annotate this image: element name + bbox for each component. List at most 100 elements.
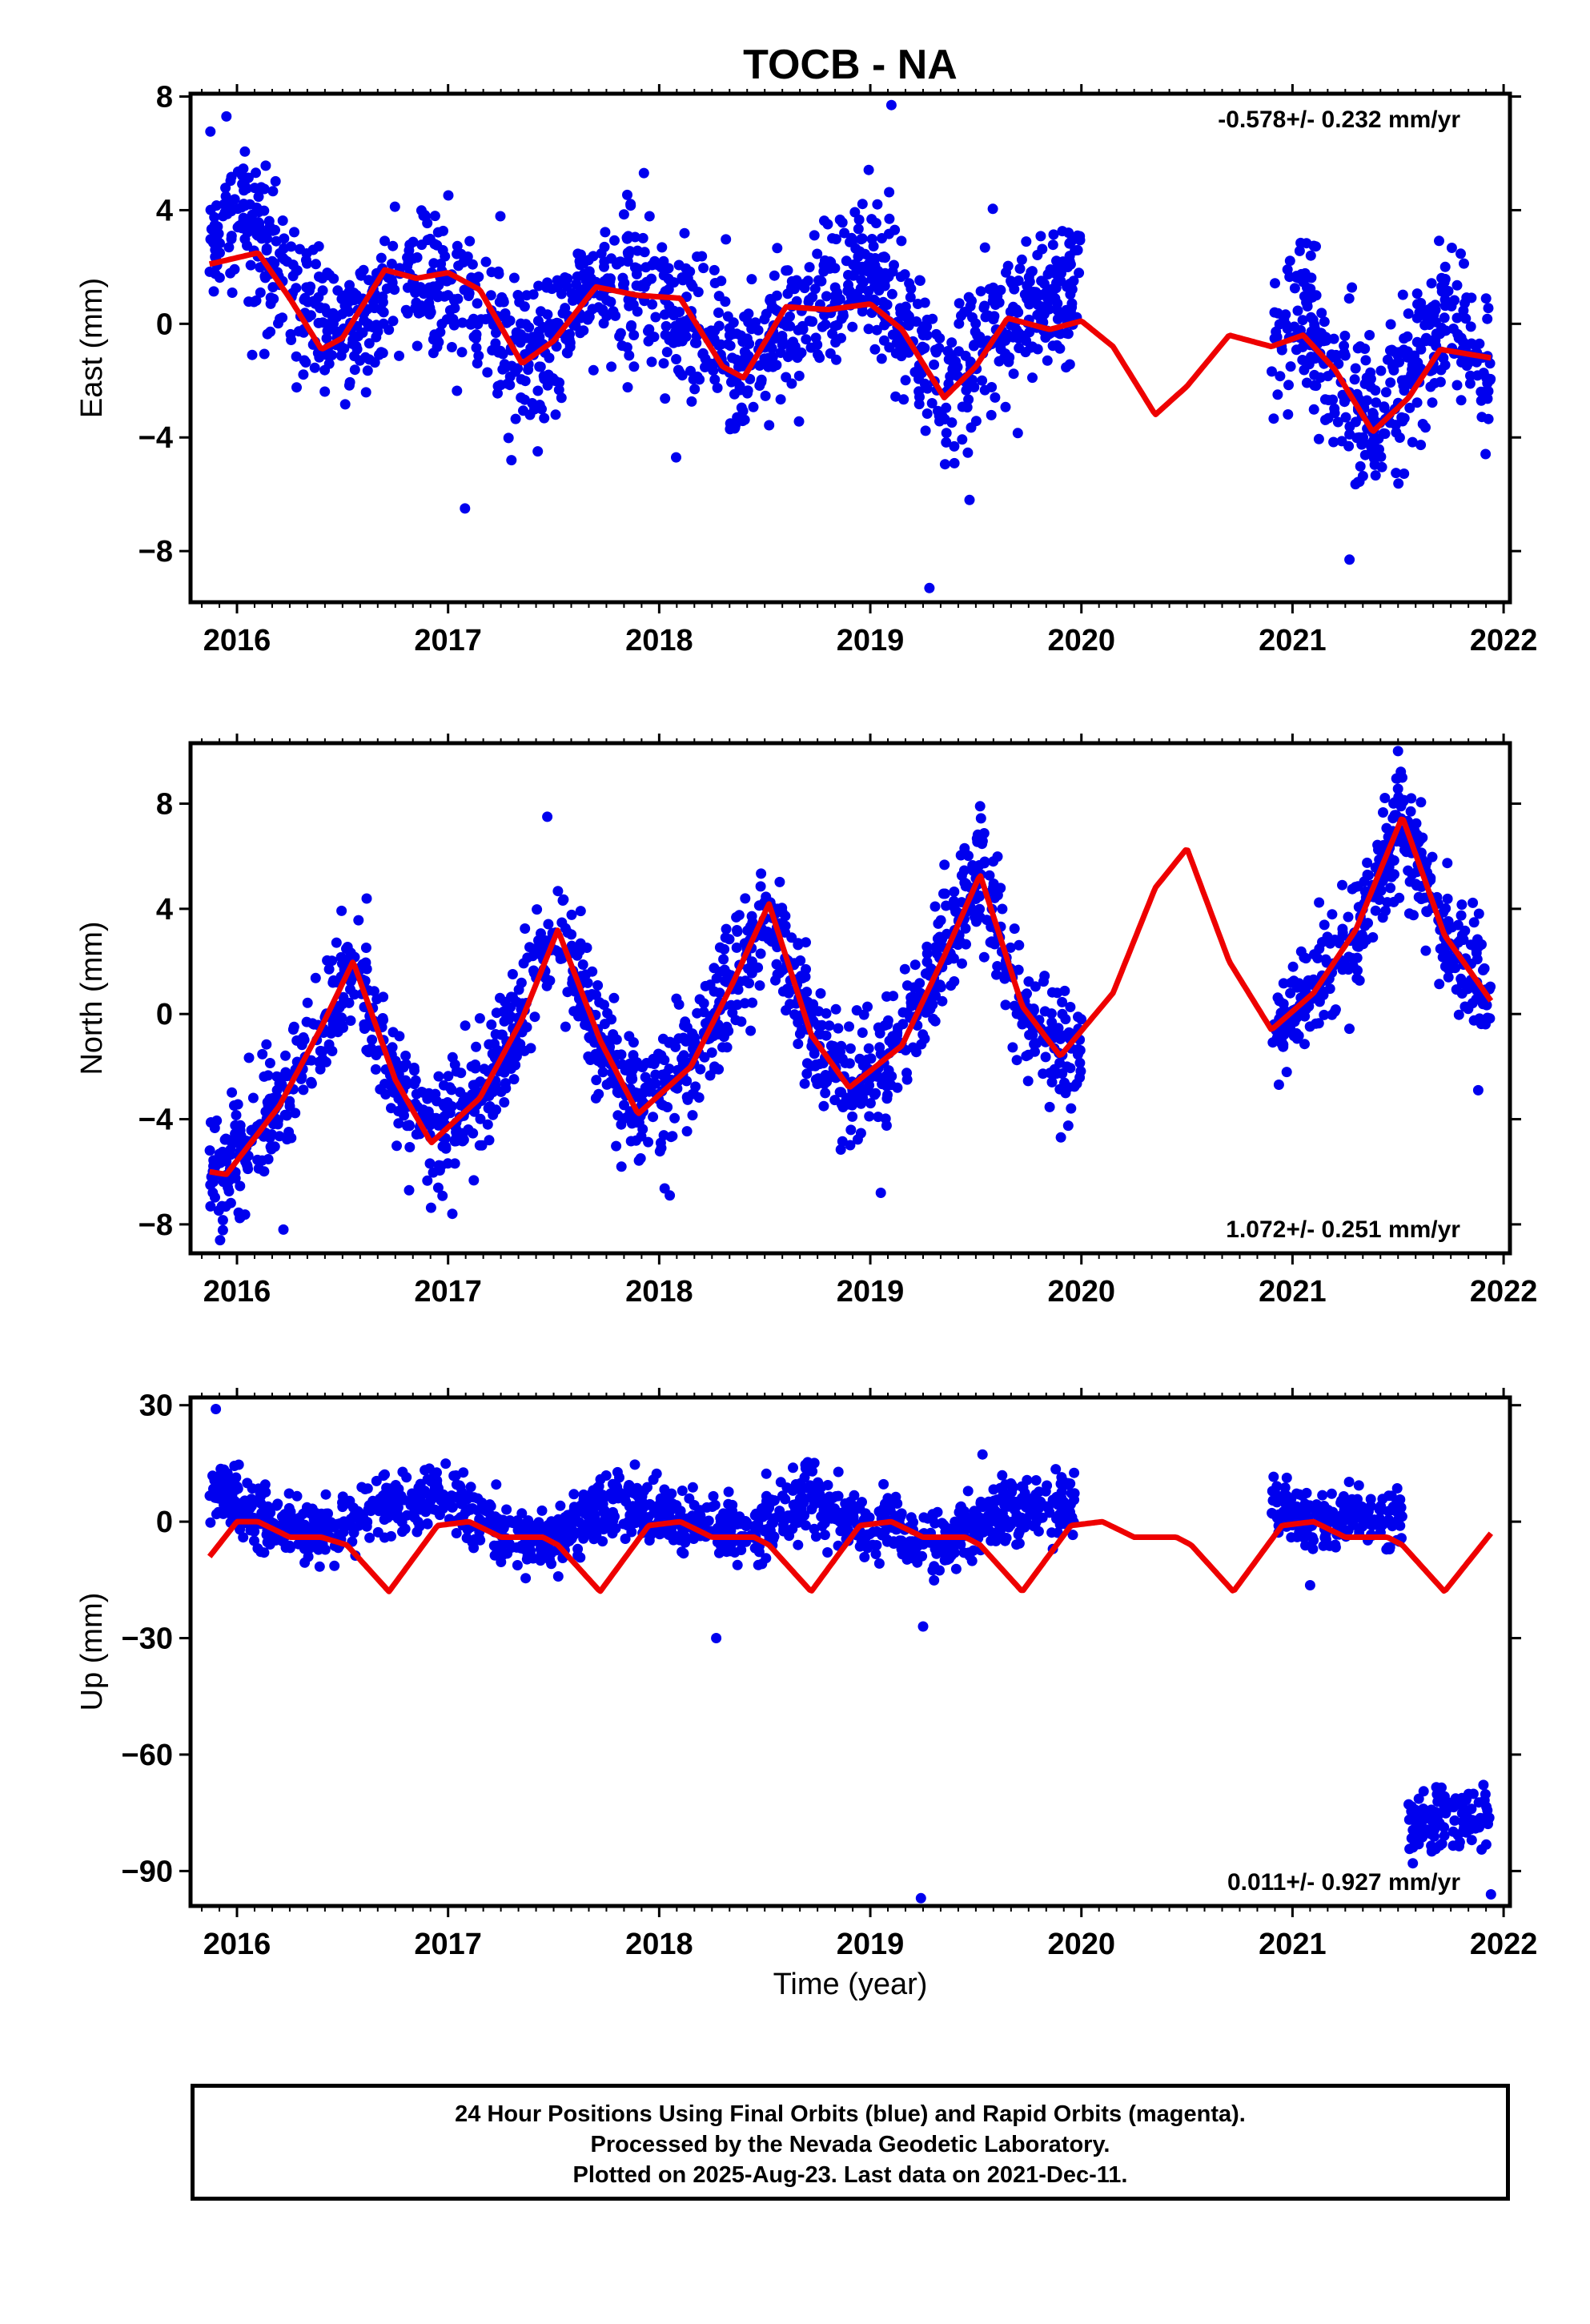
up-point — [1000, 1535, 1010, 1546]
up-point — [1055, 1478, 1066, 1490]
north-point — [1405, 806, 1416, 817]
east-point — [208, 286, 219, 297]
east-point — [1476, 386, 1487, 397]
north-point — [959, 877, 970, 888]
north-point — [541, 980, 552, 991]
north-point — [1344, 1023, 1355, 1035]
north-point — [282, 1134, 292, 1145]
east-point — [255, 182, 267, 193]
north-point — [1065, 1002, 1076, 1012]
east-rate-label: -0.578+/- 0.232 mm/yr — [1218, 107, 1460, 133]
north-point — [345, 1015, 356, 1026]
east-panel: 2016 2017 2018 2019 2020 2021 2022840−4−8East … — [75, 81, 1537, 657]
east-point — [1301, 377, 1312, 388]
up-point — [937, 1518, 948, 1529]
north-point — [231, 1110, 242, 1120]
east-point — [1390, 420, 1401, 431]
east-point — [236, 223, 247, 234]
north-point — [680, 1016, 691, 1027]
east-point — [1387, 361, 1398, 372]
east-point — [519, 394, 530, 405]
north-point — [596, 1058, 608, 1069]
north-point — [241, 1159, 252, 1170]
east-point — [300, 255, 311, 266]
east-point — [628, 361, 640, 372]
east-point — [205, 234, 216, 245]
east-point — [1323, 395, 1334, 406]
east-point — [1484, 358, 1496, 369]
east-point — [259, 271, 271, 282]
north-point — [484, 1101, 496, 1112]
up-point — [870, 1549, 881, 1559]
north-point — [847, 1111, 858, 1122]
east-point — [220, 183, 231, 194]
east-point — [560, 333, 572, 344]
east-point — [895, 343, 906, 354]
north-point — [327, 1019, 339, 1030]
north-point — [1044, 1101, 1055, 1112]
north-point — [1443, 963, 1454, 975]
east-point — [279, 233, 290, 244]
east-point — [1343, 440, 1355, 452]
east-point — [1357, 471, 1368, 481]
north-point — [930, 942, 941, 953]
north-point — [801, 1058, 813, 1069]
north-point — [1343, 911, 1354, 923]
east-point — [675, 368, 685, 379]
up-point — [552, 1571, 564, 1582]
north-point — [852, 1134, 863, 1145]
east-point — [286, 241, 297, 252]
east-point — [1302, 301, 1313, 312]
east-point — [939, 459, 950, 470]
east-point — [818, 266, 829, 277]
east-point — [713, 308, 724, 318]
east-point — [819, 255, 830, 266]
north-panel: 2016 2017 2018 2019 2020 2021 2022840−4−8North… — [75, 734, 1537, 1309]
east-point — [1294, 245, 1305, 256]
north-point — [211, 1115, 223, 1126]
north-point — [687, 1110, 698, 1121]
east-point — [291, 382, 302, 393]
east-point — [277, 252, 288, 263]
north-point — [1378, 807, 1388, 818]
north-point — [1362, 869, 1373, 880]
east-point — [637, 232, 648, 243]
north-point — [1278, 999, 1289, 1009]
east-point — [472, 298, 483, 309]
north-point — [524, 942, 535, 953]
east-point — [921, 330, 933, 341]
east-point — [585, 277, 596, 288]
up-point — [379, 1469, 390, 1480]
up-point — [491, 1479, 502, 1490]
north-point — [216, 1200, 227, 1212]
east-point — [1396, 412, 1407, 423]
up-point — [293, 1538, 304, 1550]
north-point — [499, 1097, 510, 1108]
east-point — [408, 278, 420, 289]
north-point — [288, 1021, 299, 1032]
east-point — [1364, 439, 1375, 450]
east-point — [639, 281, 650, 292]
up-point — [962, 1518, 973, 1529]
north-point — [221, 1134, 232, 1145]
east-point — [606, 361, 617, 372]
east-point — [820, 319, 831, 330]
east-point — [432, 289, 443, 300]
up-point — [963, 1547, 974, 1558]
north-point — [1049, 1023, 1060, 1035]
up-point — [977, 1449, 988, 1460]
east-point — [827, 233, 838, 244]
up-point — [905, 1512, 917, 1523]
east-point — [1320, 414, 1331, 425]
north-point — [266, 1129, 277, 1140]
east-point — [516, 318, 526, 329]
north-point — [711, 973, 722, 984]
up-panel: 2016 2017 2018 2019 2020 2021 2022300−30−60−90… — [75, 1388, 1537, 1961]
north-point — [1314, 897, 1325, 908]
north-outlier-point — [1392, 746, 1403, 757]
north-x-tick-label: 2020 — [1047, 1275, 1115, 1309]
east-point — [644, 211, 655, 222]
east-point — [1032, 250, 1043, 260]
east-point — [879, 280, 890, 292]
up-point — [456, 1486, 468, 1498]
